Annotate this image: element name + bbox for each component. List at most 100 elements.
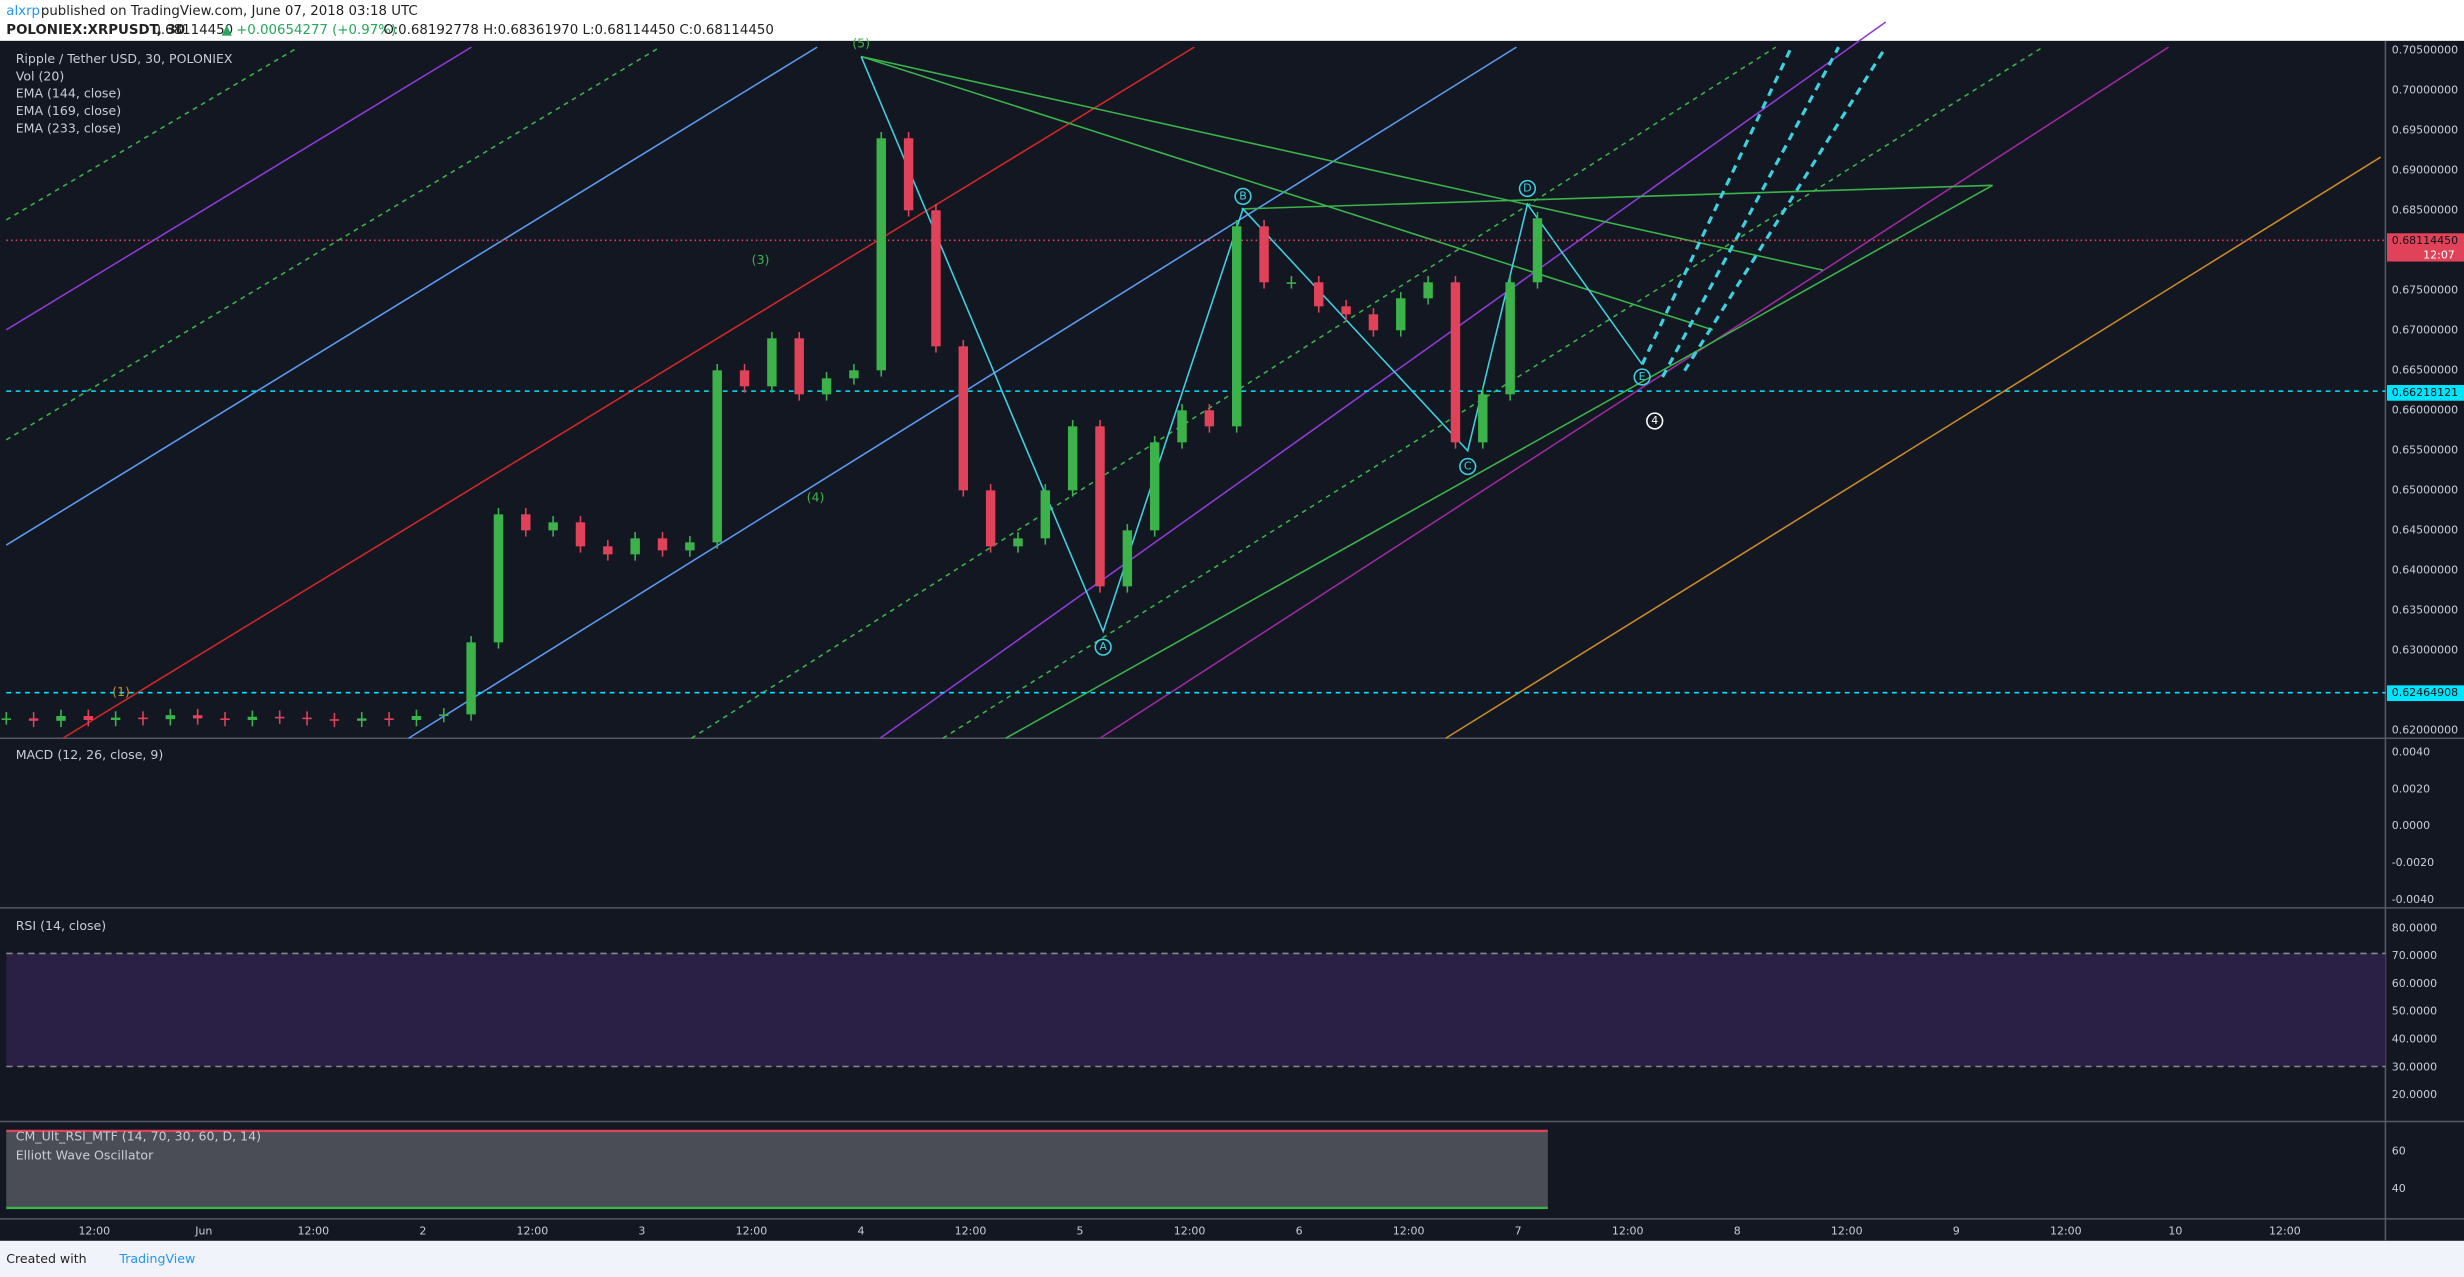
footer-brand[interactable]: TradingView	[118, 1251, 195, 1266]
author[interactable]: alxrp	[6, 4, 40, 19]
price-marker-extra: 12:07	[2423, 248, 2455, 261]
candle	[1505, 282, 1515, 395]
candle	[411, 715, 422, 720]
price-tick-label: 0.64000000	[2392, 563, 2458, 576]
candle	[83, 715, 94, 720]
footer-created: Created with	[6, 1251, 86, 1266]
tick-label: 60	[2392, 1144, 2406, 1157]
tick-label: 0.0000	[2392, 819, 2430, 832]
price-tick-label: 0.69000000	[2392, 163, 2458, 176]
time-label: 3	[638, 1224, 645, 1237]
candle	[985, 490, 996, 547]
tick-label: 40.0000	[2392, 1033, 2437, 1046]
axes: 0.70500000 0.70000000 0.69500000 0.69000000…	[78, 43, 2464, 1237]
macd-title: MACD (12, 26, close, 9)	[16, 747, 164, 762]
candle	[958, 346, 968, 491]
price-marker-label: 0.66218121	[2392, 386, 2458, 399]
tick-label: 0.0040	[2392, 745, 2430, 758]
candle	[1, 718, 12, 720]
time-label: 10	[2168, 1224, 2182, 1237]
candle	[685, 542, 695, 551]
candle	[1013, 538, 1023, 547]
price-marker	[2387, 685, 2464, 702]
candle	[1423, 282, 1433, 299]
price-tick-label: 0.62000000	[2392, 723, 2458, 736]
panel-borders	[0, 40, 2464, 1241]
candle	[1532, 218, 1543, 283]
tick-label: -0.0040	[2392, 893, 2434, 906]
candle	[165, 715, 176, 720]
wave-label: (3)	[752, 252, 770, 267]
candle	[876, 138, 886, 371]
candle	[275, 716, 285, 719]
price-tick-label: 0.65500000	[2392, 443, 2458, 456]
price-tick-label: 0.70000000	[2392, 83, 2458, 96]
tick-label: 30.0000	[2392, 1060, 2437, 1073]
change: ▲ +0.00654277 (+0.97%)	[222, 23, 397, 38]
wave-label: 4	[1651, 414, 1658, 427]
candles	[1, 131, 1543, 728]
tick-label: 40	[2392, 1182, 2406, 1195]
candle	[1341, 306, 1351, 315]
candle	[302, 717, 312, 720]
candle	[903, 138, 914, 211]
price-tick-label: 0.67000000	[2392, 323, 2458, 336]
price-marker-label: 0.62464908	[2392, 686, 2458, 699]
candle	[28, 718, 39, 721]
price-marker	[2387, 233, 2464, 262]
cm-subtitle: Elliott Wave Oscillator	[16, 1148, 154, 1163]
price-marker	[2387, 385, 2464, 401]
candle	[931, 210, 941, 347]
candle	[630, 538, 640, 555]
candle	[1396, 298, 1406, 331]
candle	[1450, 282, 1461, 443]
drawings	[5, 21, 2386, 739]
candle	[110, 717, 121, 720]
candle	[1368, 314, 1379, 331]
time-label: 12:00	[1393, 1224, 1425, 1237]
candle	[329, 719, 340, 721]
rsi-band	[6, 953, 2386, 1067]
study: EMA (233, close)	[16, 120, 121, 135]
candle	[247, 716, 258, 720]
candle	[657, 538, 668, 551]
time-label: 6	[1296, 1224, 1303, 1237]
price-tick-label: 0.66000000	[2392, 403, 2458, 416]
rsi-title: RSI (14, close)	[16, 918, 106, 933]
tick-label: 20.0000	[2392, 1088, 2437, 1101]
wave-label: E	[1639, 370, 1646, 383]
cm-band	[6, 1130, 1548, 1208]
time-label: 12:00	[517, 1224, 549, 1237]
candle	[1259, 226, 1269, 283]
time-label: 12:00	[1174, 1224, 1206, 1237]
time-label: Jun	[194, 1224, 212, 1237]
price-tick-label: 0.69500000	[2392, 123, 2458, 136]
wave-label: (1)	[112, 684, 130, 699]
candle	[1232, 226, 1242, 427]
price-tick-label: 0.64500000	[2392, 523, 2458, 536]
last-price: 0.68114450	[152, 23, 233, 38]
study: EMA (169, close)	[16, 103, 121, 118]
candle	[384, 718, 394, 720]
wave-label: (5)	[852, 35, 870, 50]
candle	[521, 514, 531, 531]
time-label: 12:00	[298, 1224, 330, 1237]
candle	[1149, 442, 1160, 531]
wave-label: (4)	[807, 489, 825, 504]
time-label: 12:00	[1831, 1224, 1863, 1237]
candle	[1478, 394, 1488, 443]
candle	[357, 718, 367, 721]
price-tick-label: 0.63500000	[2392, 603, 2458, 616]
candle	[849, 370, 859, 379]
candle	[1040, 490, 1051, 539]
price-marker-label: 0.68114450	[2392, 234, 2458, 247]
candle	[220, 718, 230, 720]
tick-label: 70.0000	[2392, 949, 2437, 962]
candle	[1314, 282, 1324, 307]
time-label: 12:00	[78, 1224, 110, 1237]
time-label: 12:00	[1612, 1224, 1644, 1237]
candle	[493, 514, 504, 643]
price-tick-label: 0.70500000	[2392, 43, 2458, 56]
candle	[138, 717, 148, 720]
published: published on TradingView.com, June 07, 2…	[41, 4, 418, 19]
